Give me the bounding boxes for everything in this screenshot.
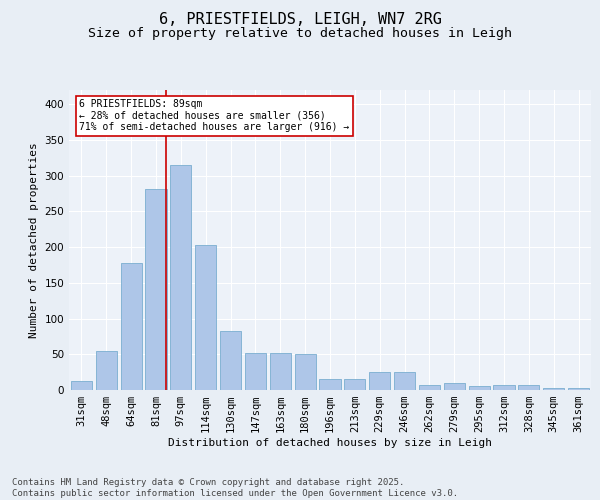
Bar <box>195 245 216 390</box>
Text: 6, PRIESTFIELDS, LEIGH, WN7 2RG: 6, PRIESTFIELDS, LEIGH, WN7 2RG <box>158 12 442 28</box>
Text: Contains HM Land Registry data © Crown copyright and database right 2025.
Contai: Contains HM Land Registry data © Crown c… <box>12 478 458 498</box>
Bar <box>469 386 490 390</box>
Bar <box>96 352 117 390</box>
Bar <box>518 385 539 390</box>
Bar <box>394 372 415 390</box>
X-axis label: Distribution of detached houses by size in Leigh: Distribution of detached houses by size … <box>168 438 492 448</box>
Bar <box>220 330 241 390</box>
Bar <box>419 385 440 390</box>
Bar <box>145 188 167 390</box>
Bar <box>270 353 291 390</box>
Bar <box>568 388 589 390</box>
Bar <box>121 263 142 390</box>
Bar <box>319 380 341 390</box>
Bar <box>543 388 564 390</box>
Bar <box>493 385 515 390</box>
Bar <box>295 354 316 390</box>
Bar <box>71 382 92 390</box>
Text: 6 PRIESTFIELDS: 89sqm
← 28% of detached houses are smaller (356)
71% of semi-det: 6 PRIESTFIELDS: 89sqm ← 28% of detached … <box>79 99 350 132</box>
Bar <box>369 372 390 390</box>
Bar <box>245 353 266 390</box>
Bar <box>444 383 465 390</box>
Bar <box>170 165 191 390</box>
Bar <box>344 380 365 390</box>
Text: Size of property relative to detached houses in Leigh: Size of property relative to detached ho… <box>88 28 512 40</box>
Y-axis label: Number of detached properties: Number of detached properties <box>29 142 39 338</box>
